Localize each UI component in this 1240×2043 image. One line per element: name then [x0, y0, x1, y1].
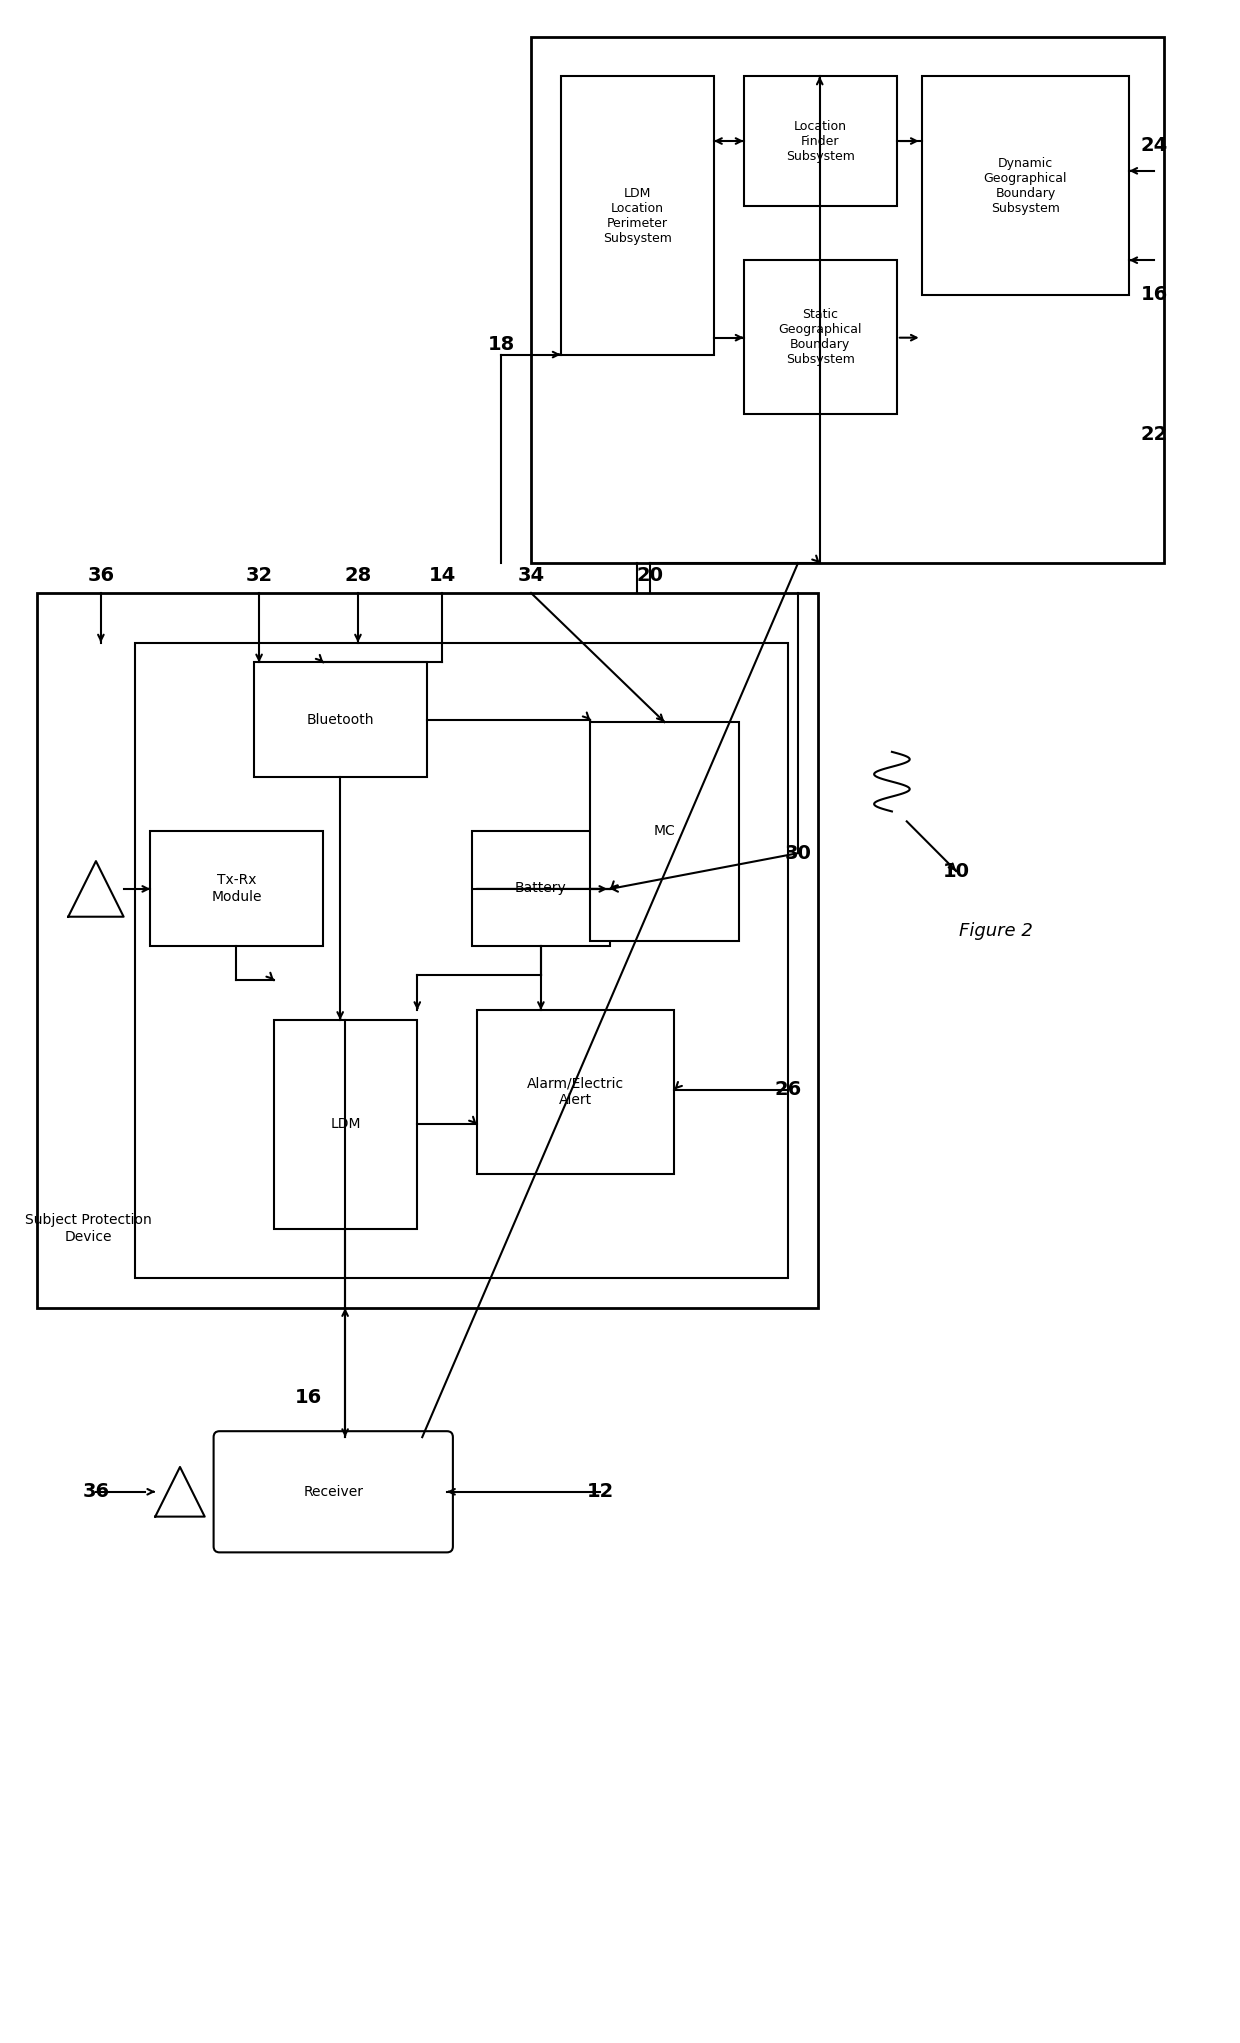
- Text: Tx-Rx
Module: Tx-Rx Module: [212, 872, 262, 903]
- Text: Dynamic
Geographical
Boundary
Subsystem: Dynamic Geographical Boundary Subsystem: [983, 157, 1068, 215]
- Text: Alarm/Electric
Alert: Alarm/Electric Alert: [527, 1077, 624, 1107]
- Text: MC: MC: [653, 823, 676, 838]
- Bar: [274, 1019, 418, 1228]
- Text: 12: 12: [587, 1483, 614, 1502]
- Text: 22: 22: [1141, 425, 1168, 443]
- Text: 36: 36: [82, 1483, 109, 1502]
- Text: 26: 26: [775, 1081, 802, 1099]
- Text: 30: 30: [785, 844, 811, 862]
- Text: 28: 28: [345, 566, 372, 584]
- Text: LDM: LDM: [330, 1118, 361, 1132]
- FancyBboxPatch shape: [213, 1432, 453, 1553]
- Text: Battery: Battery: [515, 881, 567, 895]
- Bar: [560, 76, 714, 355]
- Text: Receiver: Receiver: [304, 1485, 363, 1500]
- Text: LDM
Location
Perimeter
Subsystem: LDM Location Perimeter Subsystem: [603, 186, 672, 245]
- Text: Subject Protection
Device: Subject Protection Device: [25, 1214, 151, 1244]
- Bar: [150, 832, 324, 946]
- Text: Static
Geographical
Boundary
Subsystem: Static Geographical Boundary Subsystem: [779, 308, 862, 366]
- Text: 34: 34: [517, 566, 544, 584]
- Text: 24: 24: [1141, 137, 1168, 155]
- Text: 14: 14: [428, 566, 455, 584]
- Text: 32: 32: [246, 566, 273, 584]
- Bar: [37, 592, 817, 1308]
- Bar: [531, 37, 1164, 564]
- Text: Location
Finder
Subsystem: Location Finder Subsystem: [786, 121, 854, 163]
- Text: 16: 16: [1141, 286, 1168, 304]
- Text: 16: 16: [295, 1387, 322, 1408]
- Bar: [471, 832, 610, 946]
- Bar: [254, 662, 428, 776]
- Bar: [921, 76, 1130, 294]
- Text: 18: 18: [487, 335, 515, 353]
- Bar: [476, 1009, 675, 1175]
- Bar: [135, 644, 789, 1279]
- Text: 10: 10: [942, 862, 970, 881]
- Bar: [744, 76, 897, 206]
- Text: Figure 2: Figure 2: [959, 921, 1033, 940]
- Bar: [744, 259, 897, 415]
- Bar: [590, 721, 739, 940]
- Text: Bluetooth: Bluetooth: [308, 713, 374, 727]
- Text: 20: 20: [636, 566, 663, 584]
- Text: 36: 36: [87, 566, 114, 584]
